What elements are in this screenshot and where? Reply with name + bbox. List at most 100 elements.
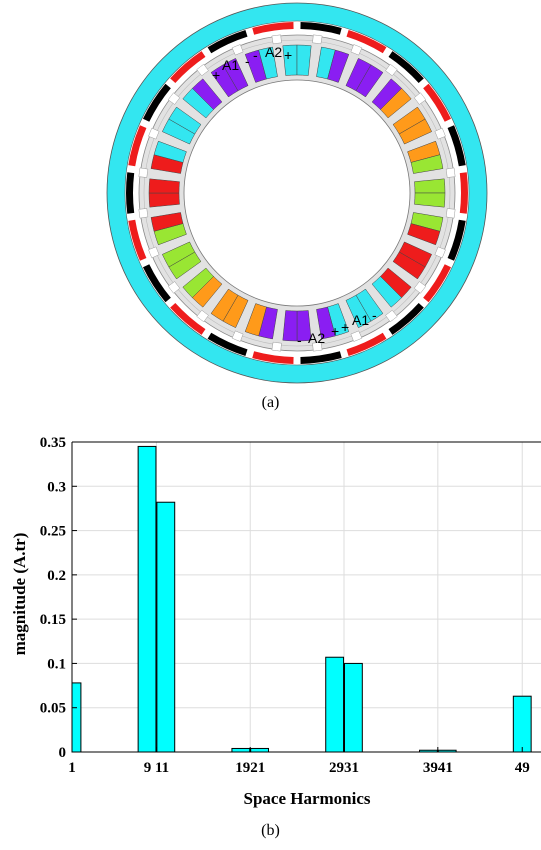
- stator-notch: [231, 330, 244, 342]
- stator-notch: [138, 167, 149, 178]
- coil-slot-right: [380, 87, 412, 119]
- coil-slot-right: [407, 223, 441, 246]
- stator-notch: [148, 246, 160, 259]
- coil-slot-right: [222, 57, 249, 92]
- coil-label-bottom-a1-plus: +: [341, 319, 349, 335]
- y-tick-label: 0: [59, 745, 67, 761]
- coil-label-top-a1: A1: [222, 57, 239, 73]
- stator-outline: [143, 39, 451, 347]
- magnet-segment: [252, 22, 294, 35]
- y-tick-label: 0.3: [47, 479, 66, 495]
- coil-slot-right: [150, 212, 184, 232]
- bar-harmonic-19: [231, 747, 251, 753]
- motor-cross-section-figure: A1 + - A2 - + A2 - + A1 + -: [0, 0, 541, 420]
- stator-notch: [138, 208, 149, 219]
- magnet-segment: [300, 22, 342, 35]
- stator-notch: [445, 167, 456, 178]
- coil-slot-right: [191, 78, 223, 110]
- coil-label-top-a2: A2: [265, 44, 282, 60]
- magnet-segment: [142, 83, 171, 122]
- stator-notch: [385, 63, 398, 77]
- coil-slot-right: [182, 267, 214, 299]
- magnet-segment: [388, 302, 424, 335]
- bar-harmonic-11: [156, 501, 176, 753]
- coil-label-bottom-a2-plus: +: [331, 323, 339, 339]
- stator-notch: [271, 34, 282, 45]
- coil-slot-right: [148, 178, 180, 194]
- bar-harmonic-9: [137, 445, 157, 753]
- stator-notch: [196, 309, 209, 323]
- magnet-segment: [170, 51, 206, 84]
- y-tick-label: 0.05: [40, 701, 66, 717]
- inner-bore: [183, 79, 411, 307]
- stator-notch: [167, 281, 181, 294]
- coil-slot-right: [327, 49, 350, 83]
- harmonics-chart-figure: Space Harmonics magnitude (A.tr) 0 0.05 0.…: [0, 420, 541, 850]
- x-tick-label: 1921: [235, 760, 265, 776]
- bar-harmonic-49: [512, 695, 532, 753]
- coil-label-bottom-a2: A2: [308, 330, 325, 346]
- x-tick-label: 3941: [423, 760, 453, 776]
- magnet-segment: [128, 125, 147, 167]
- x-tick-label: 49: [515, 760, 530, 776]
- coil-slot-right: [258, 46, 278, 80]
- stator-notch: [231, 44, 244, 56]
- stator-notch: [312, 341, 323, 352]
- coil-label-bottom-a1: A1: [352, 312, 369, 328]
- magnet-segment: [346, 332, 387, 357]
- magnet-segment: [447, 125, 466, 167]
- magnet-segment: [126, 172, 135, 214]
- coil-slot-right: [371, 276, 403, 308]
- figure-a-caption: (a): [261, 394, 280, 411]
- figure-b-caption: (b): [261, 822, 280, 839]
- magnet-segment: [447, 219, 466, 261]
- coil-label-top-a2-minus: -: [253, 47, 258, 63]
- bar-harmonic-31: [343, 662, 363, 753]
- coil-slot-right: [244, 303, 267, 337]
- coil-label-top-a2-plus: +: [284, 47, 292, 63]
- coil-slot-right: [296, 44, 312, 76]
- magnet-segment: [388, 51, 424, 84]
- y-tick-label: 0.2: [47, 568, 66, 584]
- stator-notch: [350, 330, 363, 342]
- magnet-segment: [142, 264, 171, 303]
- coil-slot-right: [168, 106, 202, 135]
- coil-label-bottom-a2-minus: -: [297, 332, 302, 348]
- coil-slot-right: [282, 310, 298, 342]
- y-tick-label: 0.25: [40, 524, 66, 540]
- magnet-segment: [300, 351, 342, 364]
- motor-cross-section-diagram: [106, 2, 488, 384]
- x-tick-label: 1: [68, 760, 76, 776]
- x-tick-label: 2931: [329, 760, 359, 776]
- x-axis-title: Space Harmonics: [243, 789, 370, 808]
- coil-label-top-a1-plus: +: [212, 67, 220, 83]
- motor-coil-labels: A1 + - A2 - + A2 - + A1 + -: [212, 44, 377, 348]
- coil-slot-right: [345, 294, 372, 329]
- magnet-segment: [128, 219, 147, 261]
- magnet-segment: [423, 264, 452, 303]
- stator-notch: [434, 127, 446, 140]
- magnet-segment: [170, 302, 206, 335]
- coil-slot-right: [398, 118, 433, 145]
- y-axis-title: magnitude (A.tr): [10, 533, 29, 656]
- magnet-segment: [252, 351, 294, 364]
- y-tick-label: 0.1: [47, 656, 66, 672]
- coil-slot-right: [153, 140, 187, 163]
- magnet-segment: [207, 332, 248, 357]
- stator-notch: [350, 44, 363, 56]
- magnet-segment: [346, 29, 387, 54]
- bar-harmonic-1: [71, 682, 82, 753]
- coil-label-top-a1-minus: -: [245, 53, 250, 69]
- harmonics-bar-chart: Space Harmonics magnitude (A.tr) 0 0.05 0.…: [10, 435, 541, 808]
- bar-harmonic-21: [250, 747, 270, 753]
- stator-notch: [434, 246, 446, 259]
- coil-slot-right: [410, 154, 444, 174]
- stator-notch: [167, 92, 181, 105]
- stator-notch: [385, 309, 398, 323]
- stator-notch: [312, 34, 323, 45]
- magnet-segment: [423, 83, 452, 122]
- stator-notch: [413, 92, 427, 105]
- coil-slot-right: [355, 64, 384, 98]
- y-tick-label: 0.35: [40, 435, 66, 451]
- magnet-segment: [207, 29, 248, 54]
